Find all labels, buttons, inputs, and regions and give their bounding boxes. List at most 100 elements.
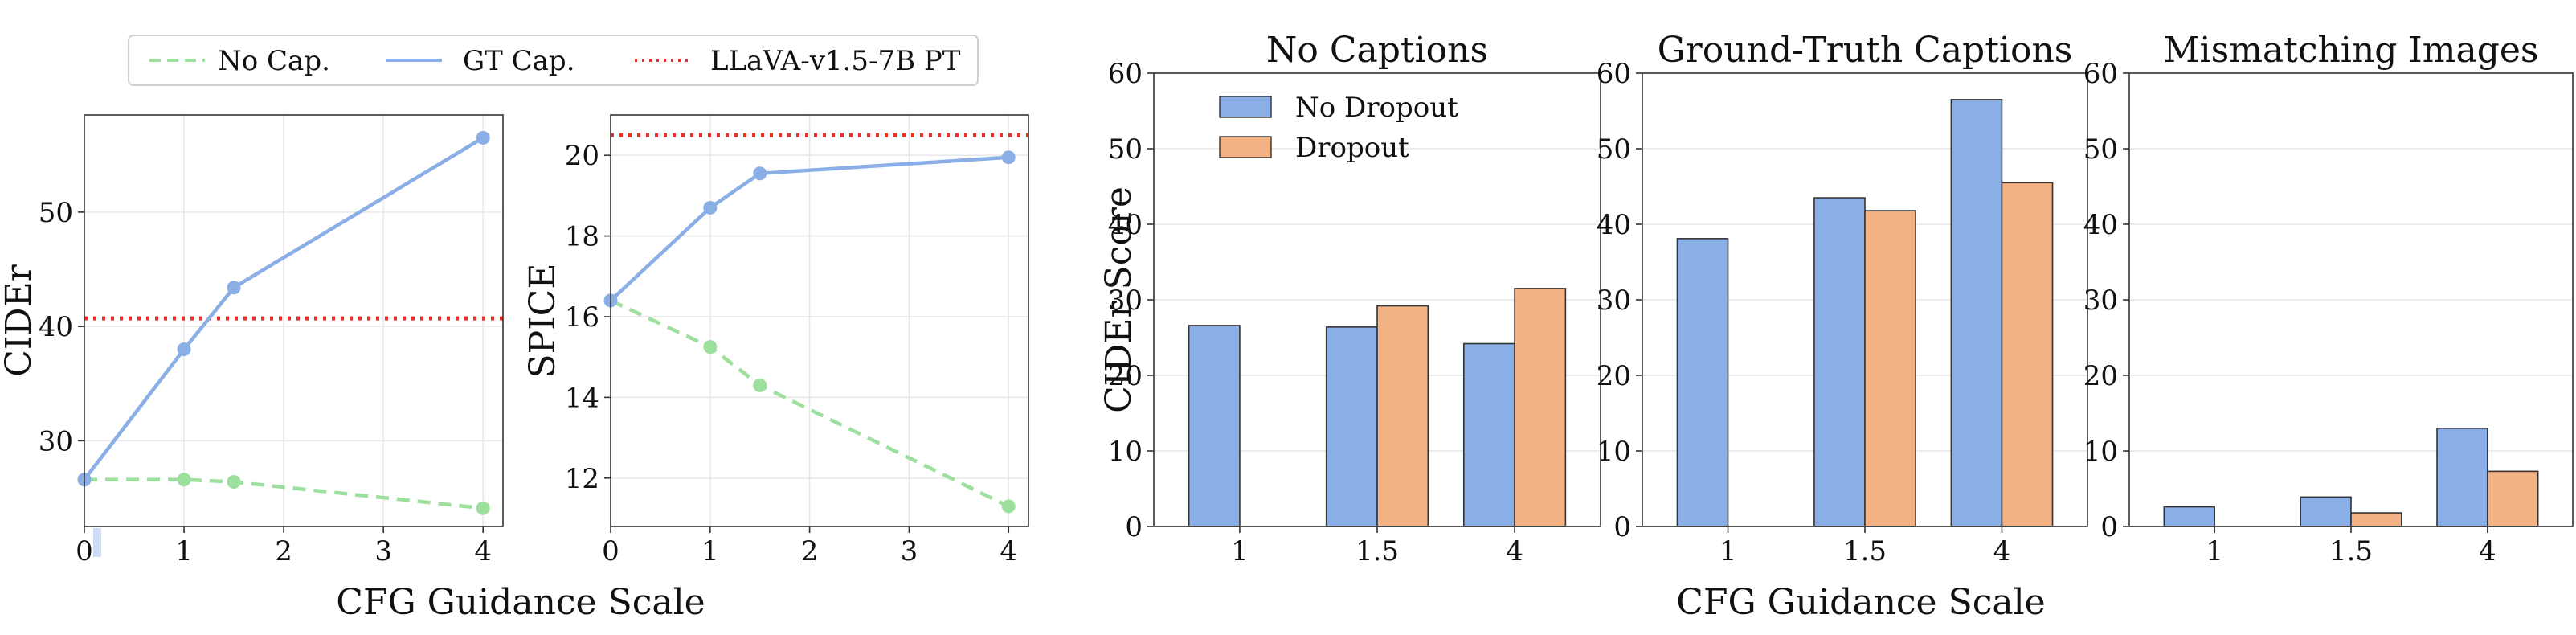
panel-title: Mismatching Images	[2163, 30, 2538, 71]
x-tick-label: 1	[2206, 535, 2223, 567]
y-tick-label: 50	[39, 197, 73, 229]
x-tick-label: 4	[1000, 535, 1017, 567]
no_cap-point	[753, 378, 767, 392]
x-tick-label: 2	[801, 535, 819, 567]
y-tick-label: 20	[1597, 360, 1631, 392]
no_cap-point	[703, 340, 718, 354]
dropout-bar	[2001, 182, 2054, 527]
y-tick-label: 50	[2083, 133, 2118, 166]
y-axis-label: SPICE	[522, 264, 563, 379]
gt_cap-series-line	[83, 136, 485, 481]
left-x-axis-label: CFG Guidance Scale	[336, 582, 705, 623]
y-tick-label: 10	[1597, 436, 1631, 468]
y-tick-label: 0	[2100, 511, 2118, 543]
x-tick-label: 1.5	[2329, 535, 2373, 567]
y-axis-label: CIDEr	[0, 264, 39, 376]
y-tick-label: 60	[1108, 58, 1143, 90]
x-origin-highlight	[93, 528, 101, 557]
no_dropout-bar	[1325, 326, 1378, 527]
no_dropout-bar	[2300, 496, 2352, 527]
y-tick-label: 40	[2083, 209, 2118, 241]
x-tick-label: 4	[1993, 535, 2011, 567]
no_dropout-bar	[2163, 506, 2215, 527]
legend-no-cap-label: No Cap.	[218, 45, 330, 77]
y-tick-label: 10	[1108, 436, 1143, 468]
gt_cap-point	[753, 166, 767, 181]
no_dropout-bar	[1813, 197, 1866, 527]
x-tick-label: 1	[1231, 535, 1249, 567]
y-tick-label: 10	[2083, 436, 2118, 468]
y-tick-label: 40	[1597, 209, 1631, 241]
plot-frame	[610, 114, 1029, 527]
gt_cap-point	[476, 130, 490, 145]
y-tick-label: 40	[1108, 209, 1143, 241]
y-tick-label: 20	[565, 140, 599, 172]
legend-reference-label: LLaVA-v1.5-7B PT	[710, 45, 961, 77]
no_cap-series-line	[84, 477, 484, 510]
legend-no-dropout-swatch	[1219, 96, 1272, 118]
y-tick-label: 14	[565, 382, 599, 414]
gt_cap-point	[227, 281, 241, 295]
dropout-bar	[1376, 305, 1429, 527]
x-tick-label: 0	[602, 535, 619, 567]
x-tick-label: 1	[1719, 535, 1737, 567]
y-tick-label: 30	[1597, 285, 1631, 317]
no_cap-point	[1001, 499, 1016, 514]
line-legend: No Cap. GT Cap. LLaVA-v1.5-7B PT	[128, 35, 979, 86]
y-axis-label: CIDEr Score	[1098, 186, 1139, 413]
y-tick-label: 12	[565, 463, 599, 495]
no_dropout-bar	[1462, 342, 1515, 527]
gt_cap-point	[1001, 150, 1016, 165]
no_cap-point	[227, 475, 241, 490]
no_cap-point	[476, 501, 490, 515]
gt_cap-series-line	[609, 155, 1009, 302]
panel-title: No Captions	[1266, 30, 1488, 71]
plot-frame	[84, 114, 504, 527]
dropout-bar	[2487, 470, 2539, 527]
y-tick-label: 30	[1108, 285, 1143, 317]
gt_cap-point	[177, 342, 191, 357]
x-tick-label: 4	[474, 535, 492, 567]
y-tick-label: 18	[565, 221, 599, 253]
line-legend-box	[128, 35, 979, 86]
dropout-bar	[2350, 512, 2402, 527]
legend-dropout-swatch	[1219, 136, 1272, 158]
y-tick-label: 20	[2083, 360, 2118, 392]
right-x-axis-label: CFG Guidance Scale	[1676, 582, 2045, 623]
no_dropout-bar	[2436, 427, 2488, 527]
no_cap-point	[177, 473, 191, 487]
y-tick-label: 0	[1613, 511, 1631, 543]
dropout-bar	[1864, 210, 1916, 527]
y-tick-label: 50	[1108, 133, 1143, 166]
legend-dropout-label: Dropout	[1295, 132, 1409, 164]
y-tick-label: 30	[39, 425, 73, 457]
y-tick-label: 0	[1125, 511, 1143, 543]
x-tick-label: 3	[374, 535, 392, 567]
gt_cap-point	[703, 200, 718, 215]
no_dropout-bar	[1188, 325, 1241, 527]
y-tick-label: 16	[565, 301, 599, 334]
y-tick-label: 20	[1108, 360, 1143, 392]
no_dropout-bar	[1950, 99, 2003, 527]
x-tick-label: 4	[1506, 535, 1523, 567]
y-tick-label: 60	[2083, 58, 2118, 90]
legend-gt-cap-label: GT Cap.	[463, 45, 575, 77]
x-tick-label: 0	[76, 535, 93, 567]
bar-legend: No Dropout Dropout	[1219, 92, 1458, 164]
y-tick-label: 40	[39, 311, 73, 343]
x-tick-label: 1.5	[1843, 535, 1887, 567]
x-tick-label: 1	[701, 535, 719, 567]
y-tick-label: 30	[2083, 285, 2118, 317]
x-tick-label: 1.5	[1355, 535, 1399, 567]
x-tick-label: 3	[901, 535, 918, 567]
dropout-bar	[1514, 288, 1567, 527]
x-tick-label: 1	[175, 535, 193, 567]
no_dropout-bar	[1676, 238, 1729, 527]
panel-title: Ground-Truth Captions	[1658, 30, 2073, 71]
y-tick-label: 60	[1597, 58, 1631, 90]
x-tick-label: 2	[275, 535, 292, 567]
